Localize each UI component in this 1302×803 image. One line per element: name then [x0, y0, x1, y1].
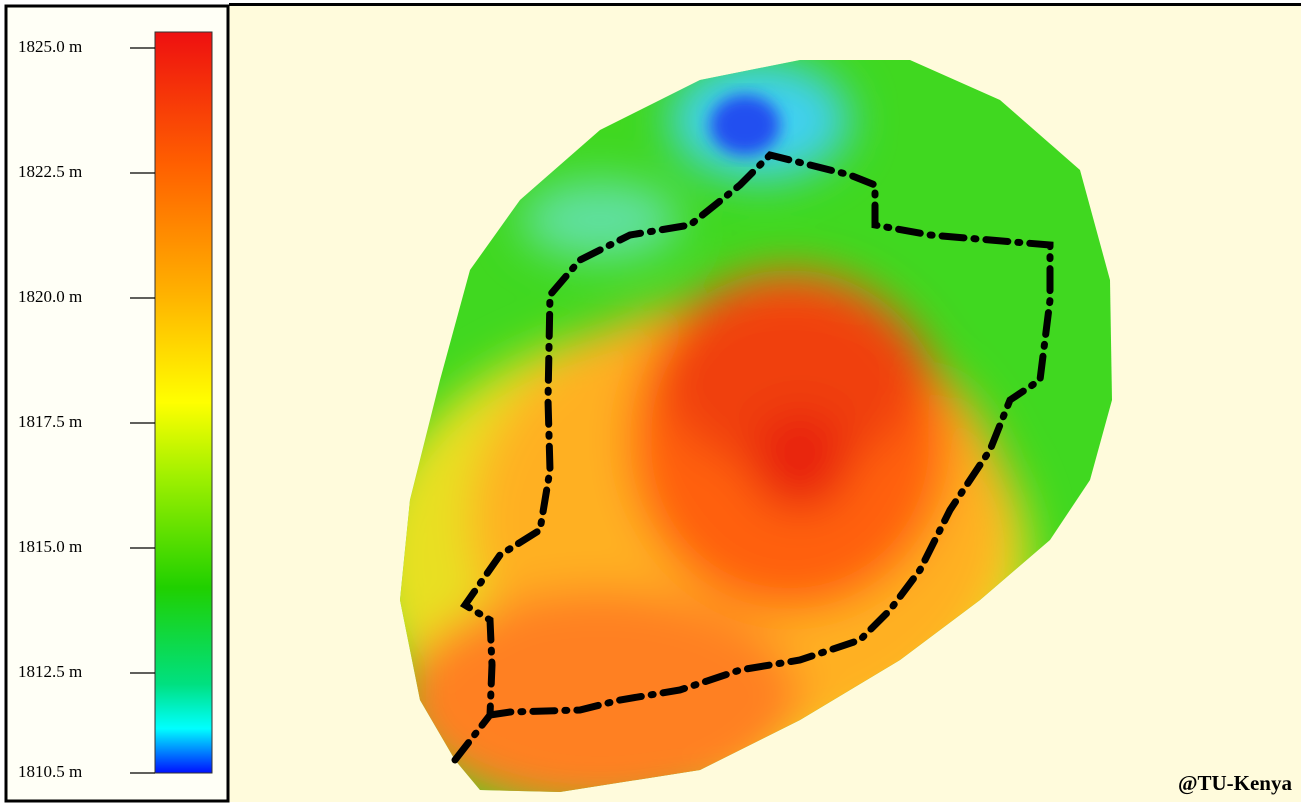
credit: @TU-Kenya — [1178, 771, 1293, 795]
frame — [229, 3, 1301, 6]
tick-label: 1812.5 m — [18, 662, 82, 681]
tick-label: 1820.0 m — [18, 287, 82, 306]
tick-label: 1817.5 m — [18, 412, 82, 431]
elevation-map: 1825.0 m 1822.5 m 1820.0 m 1817.5 m 1815.0 m… — [0, 0, 1302, 803]
tick-label: 1825.0 m — [18, 37, 82, 56]
tick-label: 1810.5 m — [18, 762, 82, 781]
color-bar — [155, 32, 212, 773]
tick-label: 1822.5 m — [18, 162, 82, 181]
tick-label: 1815.0 m — [18, 537, 82, 556]
